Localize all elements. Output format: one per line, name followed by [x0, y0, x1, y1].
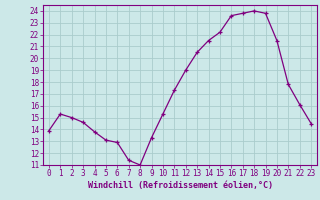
- X-axis label: Windchill (Refroidissement éolien,°C): Windchill (Refroidissement éolien,°C): [87, 181, 273, 190]
